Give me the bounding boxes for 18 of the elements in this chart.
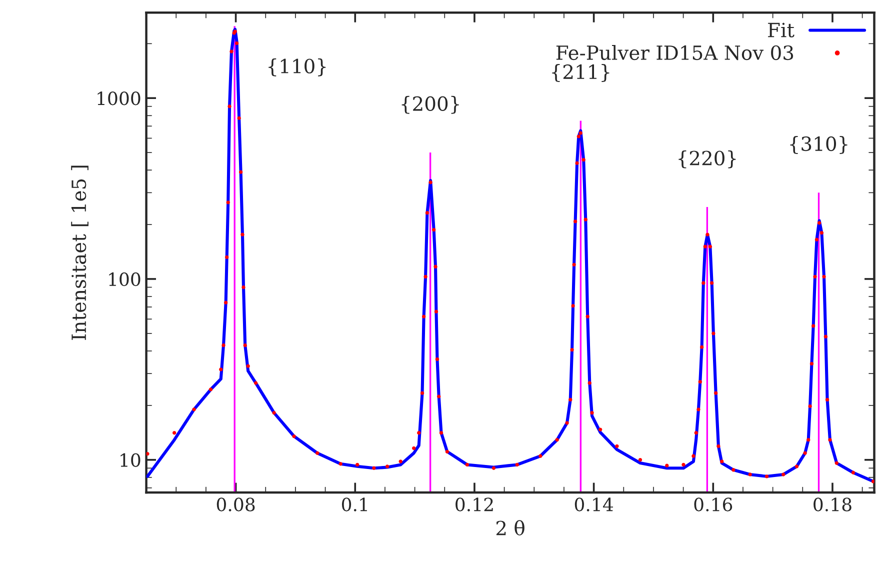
annotation: {310}	[790, 136, 848, 154]
y-tick-label: 100	[109, 272, 140, 286]
y-tick-label: 1000	[98, 92, 140, 106]
x-axis-title: 2 θ	[496, 520, 524, 536]
x-tick-label: 0.18	[814, 498, 852, 512]
y-tick-label: 10	[120, 453, 140, 467]
x-tick-label: 0.16	[694, 498, 732, 512]
annotation: {200}	[402, 96, 459, 114]
y-axis-title: Intensitaet [ 1e5 ]	[71, 166, 88, 340]
x-tick-label: 0.12	[456, 498, 493, 512]
annotation: {211}	[552, 64, 610, 82]
legend-label: Fe-Pulver ID15A Nov 03	[556, 45, 794, 60]
x-tick-label: 0.14	[574, 498, 613, 512]
legend-label: Fit	[768, 22, 794, 38]
annotation: {110}	[268, 58, 326, 76]
x-tick-label: 0.08	[216, 498, 255, 512]
x-tick-label: 0.1	[342, 498, 367, 512]
annotation: {220}	[678, 150, 736, 168]
